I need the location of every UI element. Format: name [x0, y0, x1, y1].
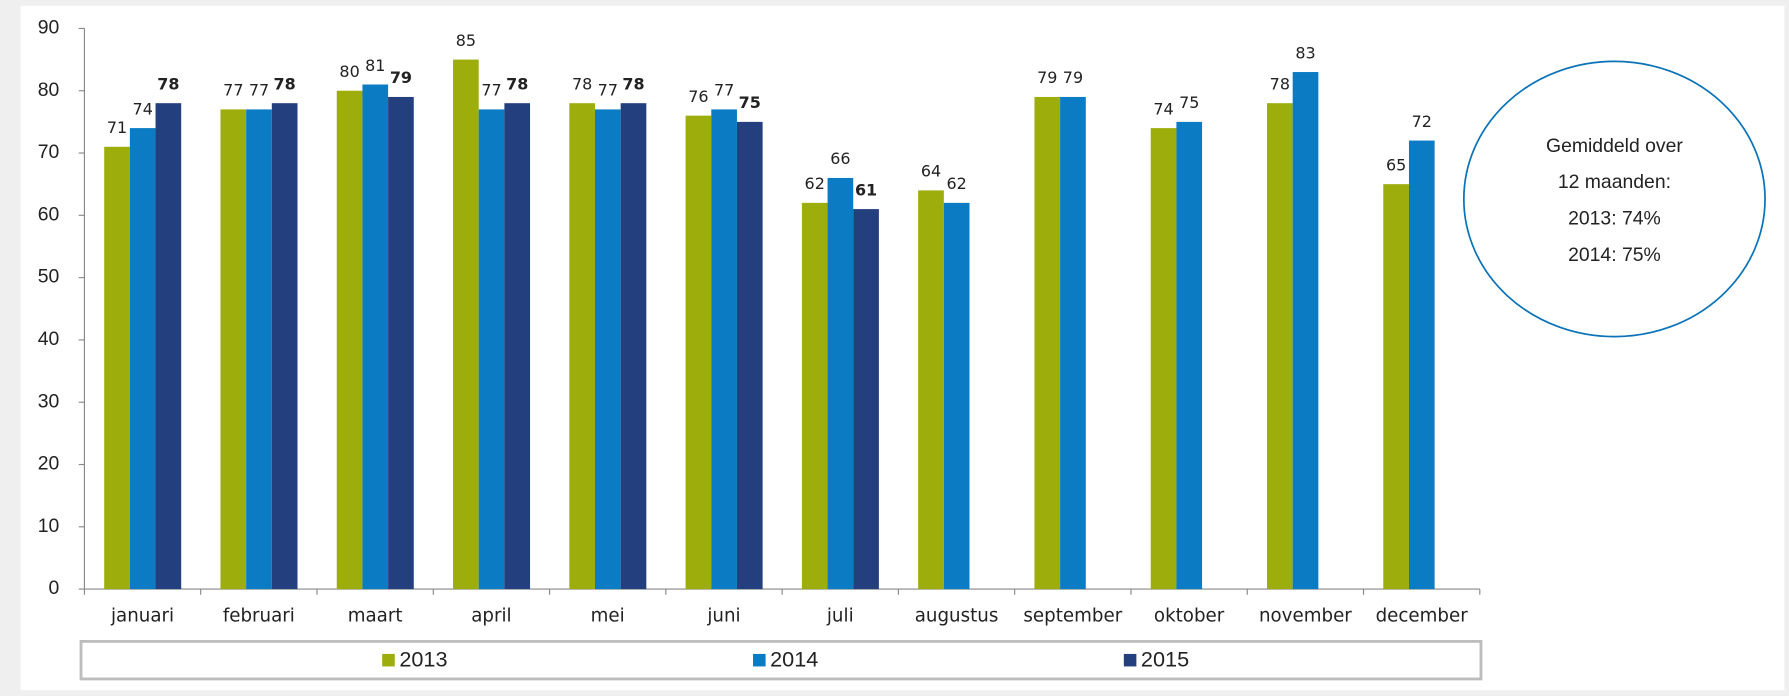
- data-label: 78: [572, 75, 592, 94]
- y-tick-label: 80: [38, 79, 60, 101]
- legend-swatch: [753, 653, 766, 667]
- data-label: 66: [830, 149, 850, 168]
- x-tick-label: augustus: [915, 605, 999, 626]
- data-label: 77: [481, 81, 501, 100]
- bar: [246, 109, 272, 590]
- y-tick-label: 20: [38, 453, 60, 475]
- bar: [362, 84, 389, 590]
- y-tick-label: 60: [38, 203, 60, 225]
- data-label: 85: [456, 31, 476, 50]
- legend-label: 2015: [1141, 646, 1189, 671]
- bar: [104, 146, 130, 590]
- bar: [1267, 103, 1293, 590]
- data-label: 71: [107, 118, 127, 137]
- legend-swatch: [382, 653, 395, 667]
- bar: [155, 103, 182, 590]
- data-label: 78: [1270, 75, 1290, 94]
- legend-label: 2013: [399, 646, 447, 671]
- bar: [1150, 128, 1177, 590]
- data-label: 79: [1063, 68, 1083, 87]
- bar: [1292, 72, 1319, 590]
- data-label: 77: [598, 81, 618, 100]
- data-label: 72: [1412, 112, 1432, 131]
- legend-label: 2014: [770, 646, 818, 671]
- data-label: 75: [739, 93, 761, 112]
- bar: [504, 103, 531, 590]
- y-tick-label: 70: [38, 141, 60, 163]
- bar: [1060, 96, 1086, 590]
- x-tick-label: november: [1259, 605, 1352, 626]
- annotation-ellipse: [1462, 60, 1766, 338]
- bar: [478, 109, 505, 590]
- x-tick-label: januari: [110, 605, 174, 626]
- bar: [853, 209, 879, 590]
- data-label: 64: [921, 162, 941, 181]
- bar: [918, 190, 944, 590]
- bar: [388, 96, 414, 590]
- data-label: 75: [1179, 93, 1199, 112]
- x-tick-label: december: [1376, 605, 1469, 626]
- y-tick-label: 30: [38, 390, 60, 412]
- x-tick-label: juni: [706, 605, 740, 626]
- data-label: 77: [223, 81, 243, 100]
- annotation-line: 12 maanden:: [1558, 171, 1671, 193]
- bar: [129, 128, 156, 590]
- data-label: 77: [249, 81, 269, 100]
- bar: [1383, 184, 1409, 590]
- y-tick-label: 10: [38, 515, 60, 537]
- annotation-line: Gemiddeld over: [1546, 135, 1683, 157]
- bar: [569, 103, 595, 590]
- data-label: 79: [390, 68, 412, 87]
- data-label: 78: [506, 75, 528, 94]
- bar: [1408, 140, 1435, 590]
- annotation-line: 2014: 75%: [1568, 244, 1661, 266]
- data-label: 61: [855, 180, 877, 199]
- bar: [453, 59, 479, 590]
- y-tick-label: 90: [38, 17, 60, 39]
- annotation-line: 2013: 74%: [1568, 208, 1661, 230]
- data-label: 62: [805, 174, 825, 193]
- data-label: 78: [622, 75, 644, 94]
- data-label: 74: [1153, 99, 1173, 118]
- bar: [1034, 96, 1061, 590]
- y-tick-label: 40: [38, 328, 60, 350]
- x-tick-label: september: [1023, 605, 1122, 626]
- data-label: 81: [365, 56, 385, 75]
- bar: [685, 115, 712, 590]
- data-label: 77: [714, 81, 734, 100]
- data-label: 62: [947, 174, 967, 193]
- bar: [271, 103, 298, 590]
- bar: [620, 103, 647, 590]
- bar: [1176, 121, 1203, 590]
- bar: [220, 109, 247, 590]
- data-label: 74: [133, 99, 153, 118]
- y-tick-label: 0: [49, 577, 60, 599]
- legend-box: [79, 639, 1483, 681]
- x-tick-label: maart: [348, 605, 403, 626]
- y-tick-label: 50: [38, 266, 60, 288]
- data-label: 65: [1386, 155, 1406, 174]
- bar: [336, 90, 363, 590]
- x-tick-label: februari: [223, 605, 295, 626]
- legend-swatch: [1123, 653, 1137, 667]
- x-tick-label: oktober: [1154, 605, 1225, 626]
- bar: [943, 202, 970, 590]
- data-label: 78: [157, 75, 179, 94]
- data-label: 80: [339, 62, 359, 81]
- bar: [736, 121, 763, 590]
- data-label: 79: [1037, 68, 1057, 87]
- bar: [594, 109, 621, 590]
- x-tick-label: mei: [591, 605, 625, 626]
- data-label: 76: [688, 87, 708, 106]
- bar: [711, 109, 737, 590]
- data-label: 83: [1295, 43, 1315, 62]
- x-tick-label: juli: [826, 605, 854, 626]
- bar: [827, 177, 854, 590]
- bar: [801, 202, 828, 590]
- x-tick-label: april: [471, 605, 511, 626]
- data-label: 78: [274, 75, 296, 94]
